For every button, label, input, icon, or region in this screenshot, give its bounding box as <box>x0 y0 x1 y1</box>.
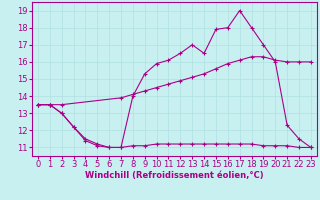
X-axis label: Windchill (Refroidissement éolien,°C): Windchill (Refroidissement éolien,°C) <box>85 171 264 180</box>
